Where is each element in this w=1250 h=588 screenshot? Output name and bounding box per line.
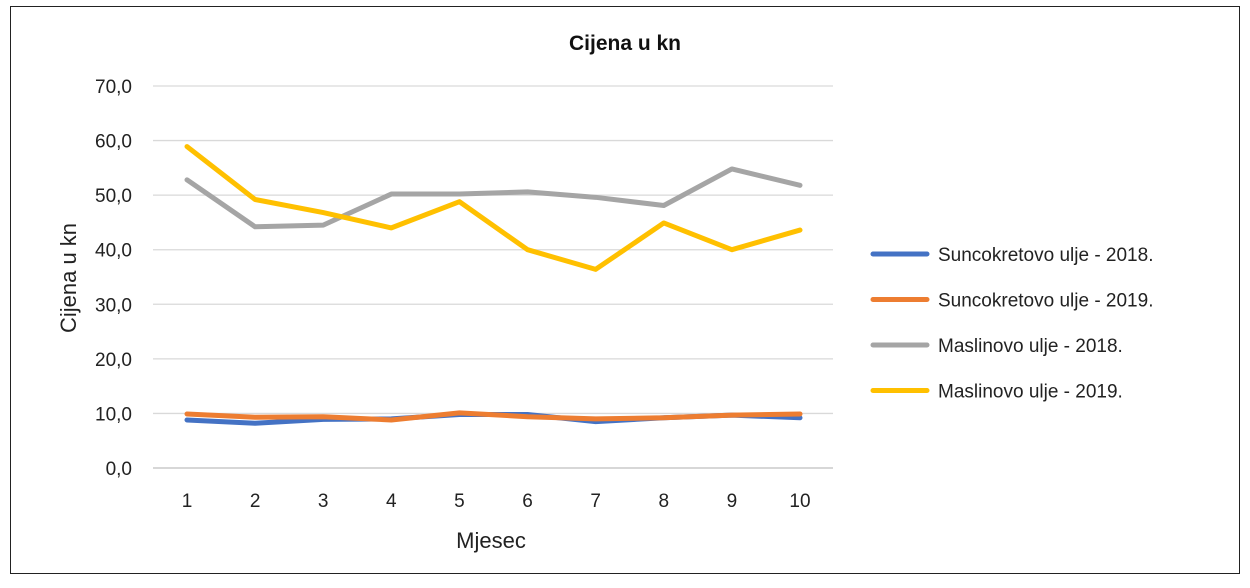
legend-label: Maslinovo ulje - 2018.	[938, 336, 1123, 357]
legend-label: Suncokretovo ulje - 2019.	[938, 291, 1153, 312]
y-tick-label: 0,0	[106, 459, 132, 480]
x-tick-label: 4	[386, 491, 397, 512]
legend-item: Maslinovo ulje - 2018.	[870, 336, 1123, 357]
x-tick-label: 7	[590, 491, 601, 512]
series-line	[184, 144, 803, 272]
y-tick-label: 30,0	[95, 295, 132, 316]
chart-title: Cijena u kn	[569, 32, 681, 55]
legend-label: Suncokretovo ulje - 2018.	[938, 245, 1153, 266]
chart-frame	[10, 6, 1240, 574]
y-axis-label: Cijena u kn	[56, 223, 81, 333]
series-line	[184, 410, 803, 423]
x-tick-label: 1	[182, 491, 193, 512]
x-tick-label: 9	[727, 491, 738, 512]
x-tick-label: 3	[318, 491, 329, 512]
x-tick-label: 8	[658, 491, 669, 512]
y-tick-label: 10,0	[95, 404, 132, 425]
grid-lines	[153, 85, 833, 469]
legend-label: Maslinovo ulje - 2019.	[938, 382, 1123, 403]
x-tick-label: 6	[522, 491, 533, 512]
y-tick-label: 20,0	[95, 350, 132, 371]
legend: Suncokretovo ulje - 2018. Suncokretovo ul…	[870, 245, 1153, 403]
y-tick-label: 70,0	[95, 77, 132, 98]
y-tick-label: 50,0	[95, 186, 132, 207]
x-tick-label: 2	[250, 491, 261, 512]
x-tick-label: 5	[454, 491, 465, 512]
legend-item: Maslinovo ulje - 2019.	[870, 382, 1123, 403]
y-tick-label: 40,0	[95, 241, 132, 262]
x-tick-label: 10	[789, 491, 810, 512]
y-tick-label: 60,0	[95, 132, 132, 153]
legend-item: Suncokretovo ulje - 2019.	[870, 291, 1153, 312]
y-axis-ticks: 0,0 10,0 20,0 30,0 40,0 50,0 60,0 70,0	[95, 77, 132, 480]
legend-item: Suncokretovo ulje - 2018.	[870, 245, 1153, 266]
series-line	[184, 166, 803, 230]
x-axis-ticks: 1 2 3 4 5 6 7 8 9 10	[182, 491, 811, 512]
series-lines	[184, 144, 803, 426]
x-axis-label: Mjesec	[456, 528, 526, 553]
